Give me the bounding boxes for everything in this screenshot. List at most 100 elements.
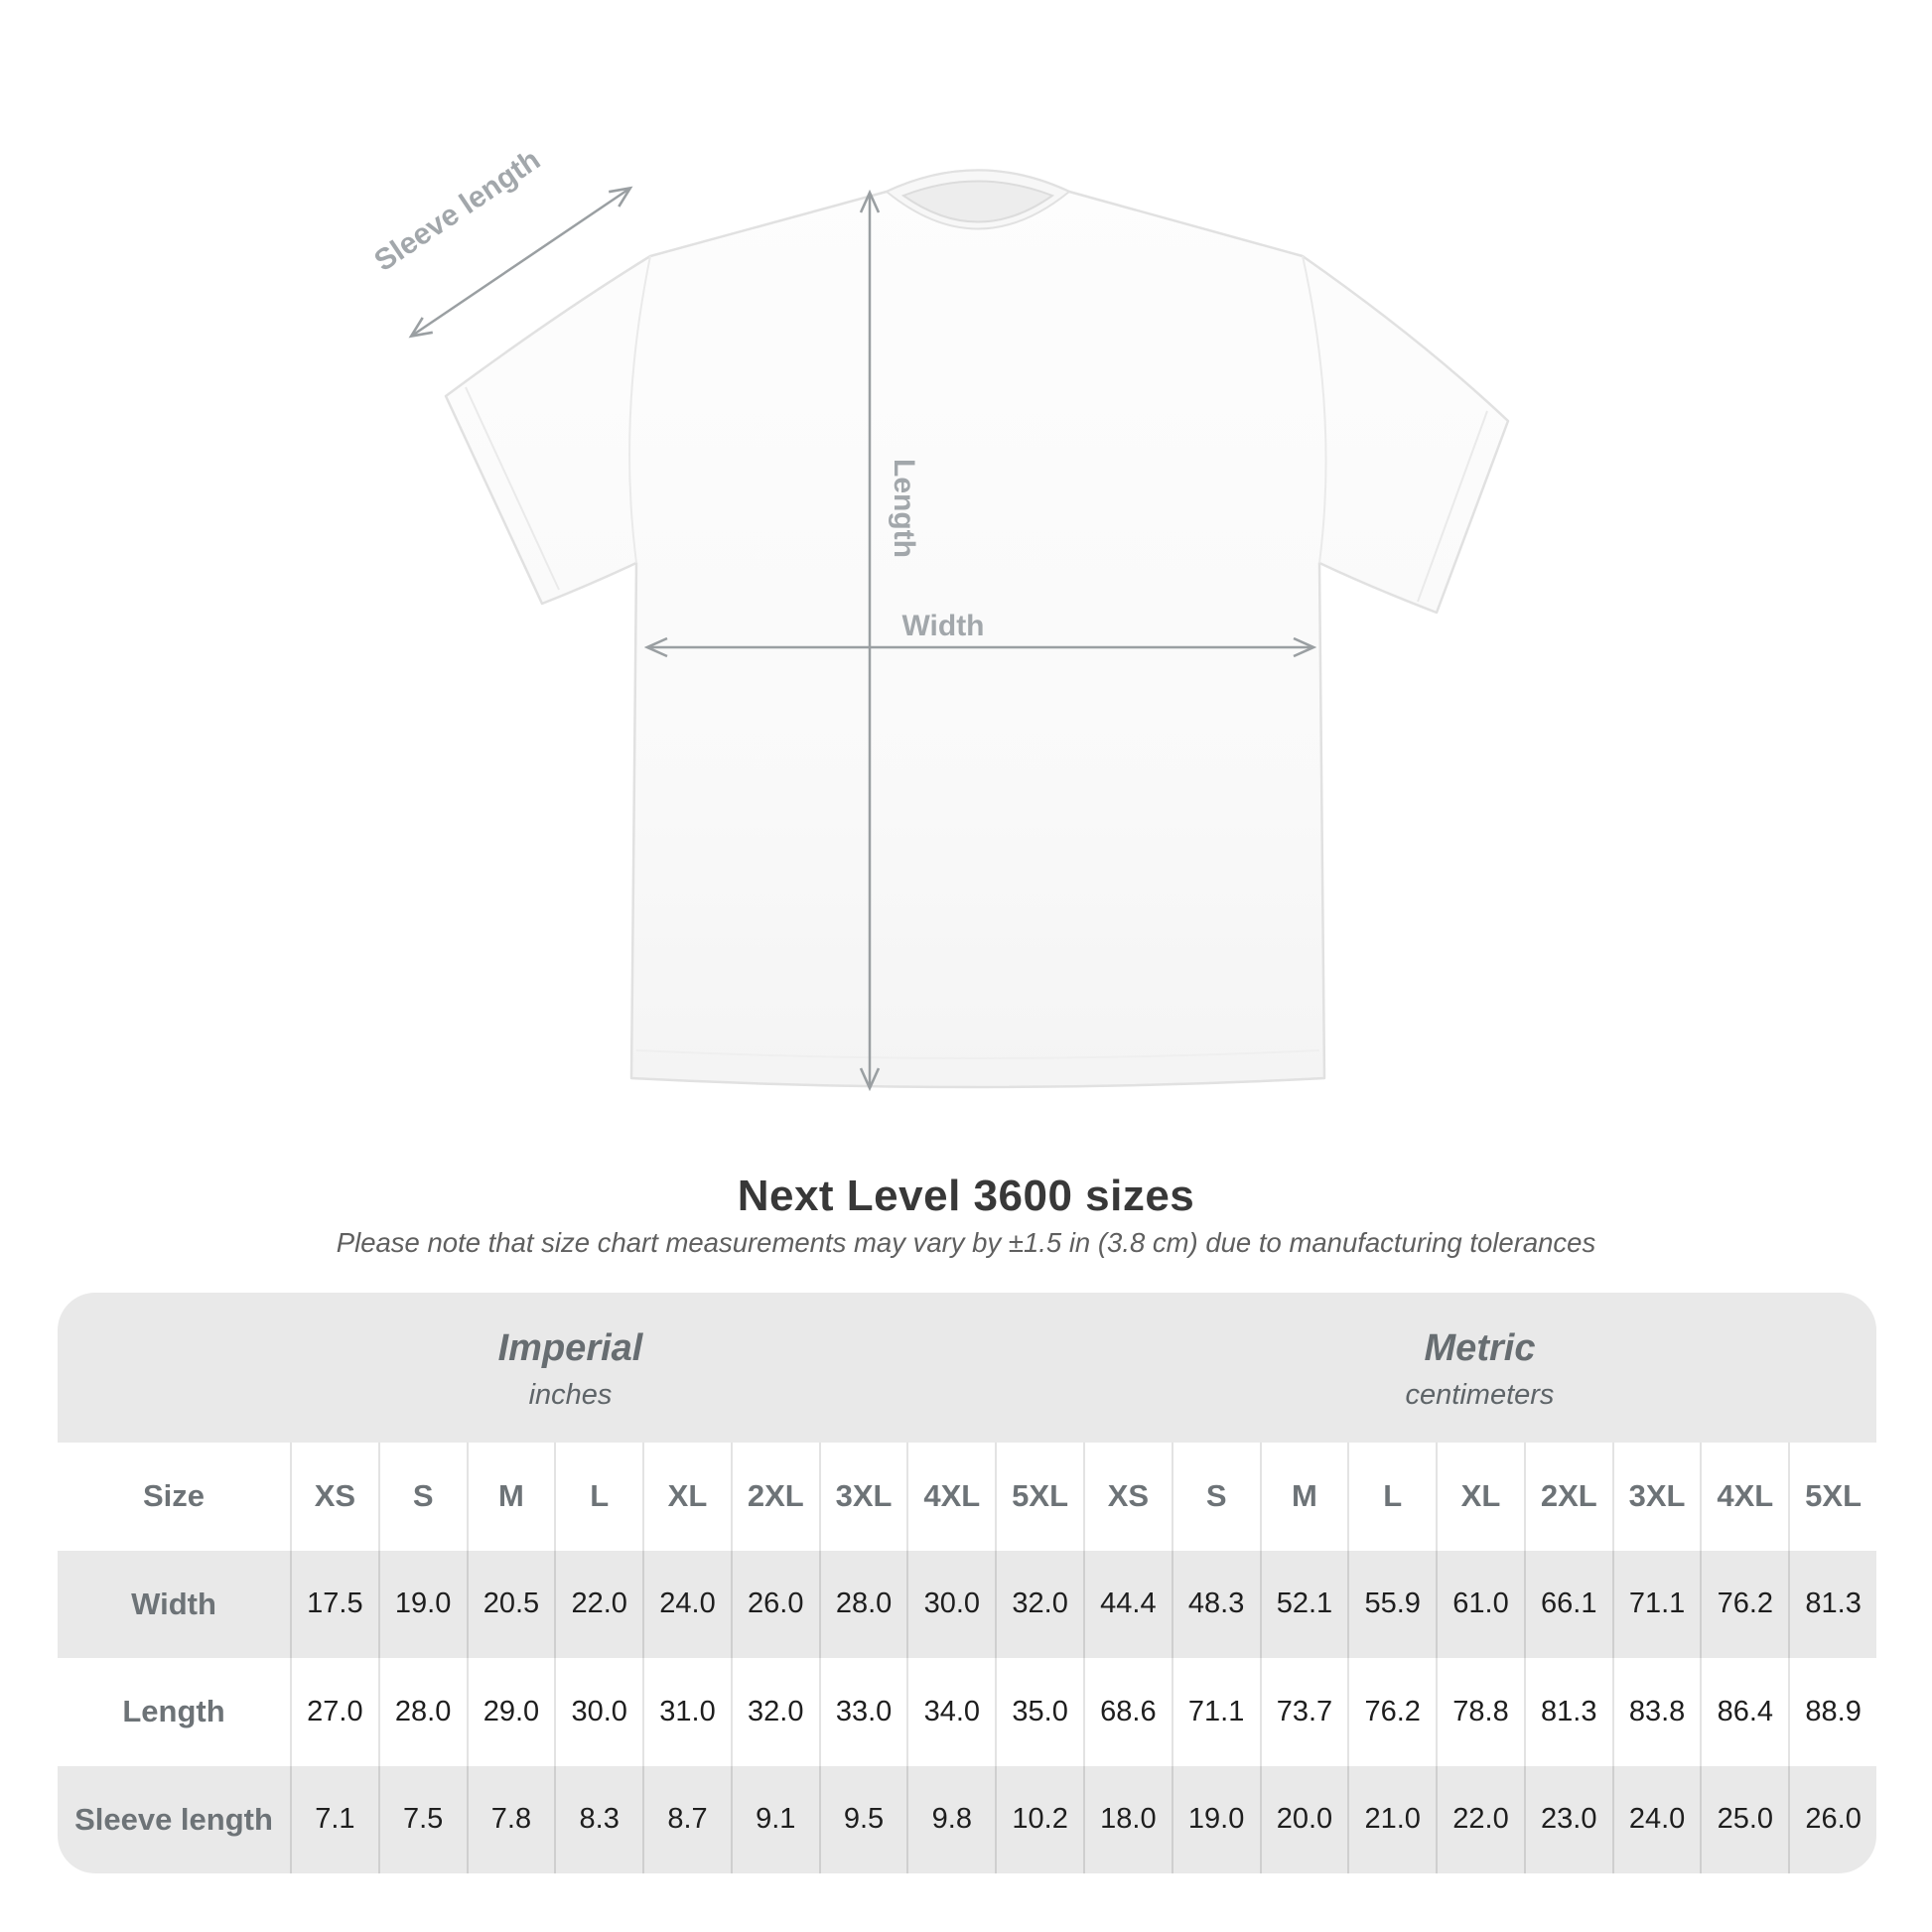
value-cell-metric: 55.9	[1347, 1550, 1436, 1658]
units-header-band: Imperial inches Metric centimeters	[58, 1293, 1876, 1443]
imperial-section-header: Imperial inches	[58, 1293, 1083, 1443]
value-cell-imperial: 26.0	[730, 1550, 819, 1658]
column-header-imperial-xl: XL	[642, 1443, 731, 1551]
column-header-metric-l: L	[1347, 1443, 1437, 1551]
column-header-imperial-2xl: 2XL	[730, 1443, 819, 1551]
value-cell-imperial: 17.5	[290, 1550, 378, 1658]
value-cell-imperial: 33.0	[818, 1658, 907, 1766]
value-cell-imperial: 20.5	[466, 1550, 555, 1658]
size-chart-table: Imperial inches Metric centimeters Size X…	[58, 1293, 1876, 1873]
value-cell-imperial: 8.3	[554, 1765, 642, 1873]
value-cell-metric: 44.4	[1083, 1550, 1172, 1658]
column-header-imperial-l: L	[554, 1443, 643, 1551]
value-cell-imperial: 9.5	[818, 1765, 907, 1873]
sleeve-length-label: Sleeve length	[368, 143, 546, 278]
column-header-metric-xs: XS	[1083, 1443, 1172, 1551]
column-header-imperial-3xl: 3XL	[818, 1443, 907, 1551]
size-grid: Size XS S M L XL 2XL 3XL 4XL 5XL XS S M L XL 2XL 3XL 4XL 5…	[58, 1443, 1876, 1873]
value-cell-metric: 24.0	[1611, 1765, 1701, 1873]
hem-stitch	[635, 1049, 1320, 1059]
value-cell-metric: 22.0	[1436, 1765, 1524, 1873]
imperial-section-title: Imperial	[497, 1327, 643, 1369]
value-cell-metric: 78.8	[1436, 1658, 1524, 1766]
value-cell-imperial: 8.7	[642, 1765, 731, 1873]
length-label: Length	[888, 459, 920, 558]
value-cell-imperial: 34.0	[906, 1658, 996, 1766]
value-cell-imperial: 27.0	[290, 1658, 378, 1766]
column-header-metric-4xl: 4XL	[1700, 1443, 1789, 1551]
width-label: Width	[901, 610, 984, 642]
column-header-imperial-xs: XS	[290, 1443, 378, 1551]
column-header-metric-s: S	[1171, 1443, 1260, 1551]
value-cell-imperial: 30.0	[554, 1658, 643, 1766]
imperial-section-unit: inches	[528, 1379, 613, 1411]
value-cell-imperial: 28.0	[377, 1658, 467, 1766]
column-header-metric-5xl: 5XL	[1788, 1443, 1876, 1551]
value-cell-metric: 19.0	[1171, 1765, 1260, 1873]
value-cell-metric: 20.0	[1259, 1765, 1348, 1873]
value-cell-metric: 83.8	[1611, 1658, 1701, 1766]
value-cell-imperial: 30.0	[906, 1550, 995, 1658]
right-cuff-stitch	[1417, 410, 1488, 603]
value-cell-imperial: 35.0	[995, 1658, 1083, 1766]
value-cell-metric: 73.7	[1259, 1658, 1348, 1766]
value-cell-metric: 25.0	[1700, 1765, 1788, 1873]
value-cell-metric: 61.0	[1436, 1550, 1524, 1658]
column-header-metric-2xl: 2XL	[1523, 1443, 1612, 1551]
value-cell-metric: 23.0	[1523, 1765, 1612, 1873]
value-cell-imperial: 9.8	[906, 1765, 995, 1873]
value-cell-metric: 18.0	[1083, 1765, 1172, 1873]
value-cell-metric: 71.1	[1171, 1658, 1260, 1766]
tshirt-measurement-diagram: Sleeve length Length Width	[368, 143, 1510, 1172]
metric-section-title: Metric	[1424, 1327, 1536, 1369]
value-cell-metric: 48.3	[1171, 1550, 1260, 1658]
column-header-imperial-4xl: 4XL	[906, 1443, 996, 1551]
value-cell-imperial: 10.2	[995, 1765, 1083, 1873]
column-header-imperial-5xl: 5XL	[995, 1443, 1083, 1551]
column-header-size: Size	[58, 1443, 290, 1551]
value-cell-imperial: 28.0	[818, 1550, 907, 1658]
value-cell-metric: 52.1	[1259, 1550, 1348, 1658]
value-cell-imperial: 19.0	[377, 1550, 467, 1658]
column-header-metric-xl: XL	[1436, 1443, 1524, 1551]
value-cell-imperial: 32.0	[995, 1550, 1083, 1658]
sleeve-length-arrow	[412, 189, 629, 336]
row-label: Sleeve length	[74, 1801, 273, 1837]
collar-opening	[900, 180, 1055, 223]
value-cell-metric: 88.9	[1788, 1658, 1876, 1766]
column-header-imperial-s: S	[377, 1443, 467, 1551]
metric-section-header: Metric centimeters	[1083, 1293, 1876, 1443]
left-cuff-stitch	[465, 386, 560, 591]
value-cell-imperial: 7.5	[377, 1765, 467, 1873]
right-sleeve-seam	[1302, 255, 1327, 564]
column-header-imperial-m: M	[466, 1443, 555, 1551]
value-cell-imperial: 9.1	[730, 1765, 819, 1873]
value-cell-imperial: 31.0	[642, 1658, 731, 1766]
tshirt-graphic	[444, 169, 1510, 1089]
column-header-metric-3xl: 3XL	[1611, 1443, 1701, 1551]
value-cell-metric: 76.2	[1700, 1550, 1788, 1658]
value-cell-imperial: 24.0	[642, 1550, 731, 1658]
tolerance-note: Please note that size chart measurements…	[336, 1227, 1596, 1258]
page-title: Next Level 3600 sizes	[737, 1172, 1195, 1220]
value-cell-imperial: 7.8	[466, 1765, 555, 1873]
value-cell-metric: 26.0	[1788, 1765, 1876, 1873]
value-cell-imperial: 32.0	[730, 1658, 819, 1766]
value-cell-metric: 81.3	[1788, 1550, 1876, 1658]
value-cell-metric: 81.3	[1523, 1658, 1612, 1766]
value-cell-metric: 76.2	[1347, 1658, 1437, 1766]
value-cell-metric: 71.1	[1611, 1550, 1701, 1658]
value-cell-metric: 68.6	[1083, 1658, 1172, 1766]
value-cell-metric: 86.4	[1700, 1658, 1789, 1766]
column-header-metric-m: M	[1259, 1443, 1348, 1551]
value-cell-imperial: 7.1	[290, 1765, 378, 1873]
value-cell-metric: 21.0	[1347, 1765, 1436, 1873]
value-cell-metric: 66.1	[1523, 1550, 1612, 1658]
value-cell-imperial: 22.0	[554, 1550, 642, 1658]
row-label: Width	[131, 1586, 216, 1621]
metric-section-unit: centimeters	[1405, 1379, 1555, 1411]
row-label: Length	[58, 1658, 290, 1766]
left-sleeve-seam	[628, 255, 651, 564]
value-cell-imperial: 29.0	[466, 1658, 555, 1766]
